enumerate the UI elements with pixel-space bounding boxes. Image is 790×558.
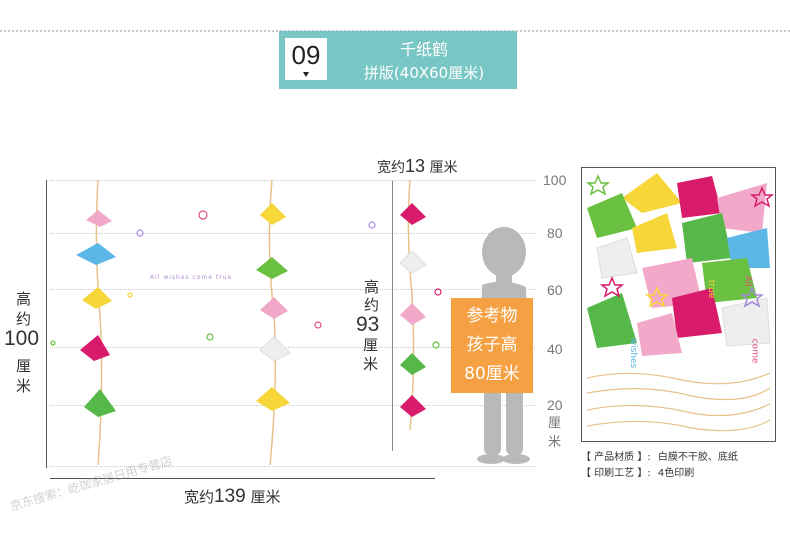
guide-line-20 xyxy=(50,405,535,406)
strip-height-top: 高 xyxy=(364,278,380,296)
guide-line-40 xyxy=(50,347,535,348)
height-dimension-line xyxy=(46,180,47,468)
item-number-box: 09 xyxy=(285,38,327,80)
guide-line-0 xyxy=(50,466,535,467)
scale-unit: 厘米 xyxy=(548,416,562,450)
sticker-sheet-preview: All come wishes true xyxy=(581,167,776,442)
reference-line3: 80厘米 xyxy=(464,364,520,384)
header-banner: 09 千纸鹤 拼版(40X60厘米) xyxy=(279,31,517,89)
material-value: 白膜不干胶、底纸 xyxy=(657,452,738,463)
material-info: 【 产品材质 】: 白膜不干胶、底纸 xyxy=(581,448,738,463)
width-value: 139 xyxy=(214,486,246,507)
strip-height-line xyxy=(392,181,393,451)
scale-tick-40: 40 xyxy=(547,341,563,357)
print-info: 【 印刷工艺 】: 4色印刷 xyxy=(581,464,694,479)
width-prefix: 宽约 xyxy=(184,488,215,506)
scale-tick-20: 20 xyxy=(547,397,563,413)
width-dimension-line xyxy=(50,478,435,479)
material-label: 【 产品材质 】: xyxy=(581,452,651,463)
print-value: 4色印刷 xyxy=(657,468,695,479)
guide-line-100 xyxy=(50,180,535,181)
strip-width-value: 13 xyxy=(405,156,426,176)
height-label-top: 高 xyxy=(16,290,32,308)
strip-height-mid: 约 xyxy=(364,296,380,314)
scale-tick-100: 100 xyxy=(543,172,567,188)
preview-word-come: come xyxy=(749,338,760,364)
strip-height-value: 93 xyxy=(356,313,380,336)
reference-line2: 孩子高 xyxy=(466,335,518,355)
strip-height-unit: 厘米 xyxy=(363,336,379,373)
preview-word-true: true xyxy=(706,279,717,299)
product-title: 千纸鹤 xyxy=(399,40,448,59)
preview-word-all: All xyxy=(742,275,753,287)
height-value: 100 xyxy=(4,327,40,350)
height-label-mid: 约 xyxy=(16,310,32,328)
width-dimension-label: 宽约139 厘米 xyxy=(184,486,281,508)
sticker-sheet-artwork xyxy=(585,173,775,432)
crane-scene-illustration xyxy=(50,179,442,466)
product-subtitle: 拼版(40X60厘米) xyxy=(363,64,485,82)
scene-slogan: All wishes come true xyxy=(150,274,233,281)
preview-word-wishes: wishes xyxy=(628,337,639,369)
strip-width-label: 宽约13 厘米 xyxy=(377,156,457,177)
height-unit: 厘米 xyxy=(16,357,32,395)
guide-line-80 xyxy=(50,233,535,234)
reference-line1: 参考物 xyxy=(466,306,518,326)
triangle-marker-icon xyxy=(303,72,309,77)
scale-tick-80: 80 xyxy=(547,225,563,241)
strip-width-prefix: 宽约 xyxy=(377,160,405,176)
width-unit: 厘米 xyxy=(250,488,281,506)
item-number: 09 xyxy=(291,40,321,70)
print-label: 【 印刷工艺 】: xyxy=(581,468,651,479)
reference-callout: 参考物 孩子高 80厘米 xyxy=(451,298,533,393)
scale-tick-60: 60 xyxy=(547,282,563,298)
strip-width-unit: 厘米 xyxy=(429,160,458,176)
guide-line-60 xyxy=(50,289,535,290)
